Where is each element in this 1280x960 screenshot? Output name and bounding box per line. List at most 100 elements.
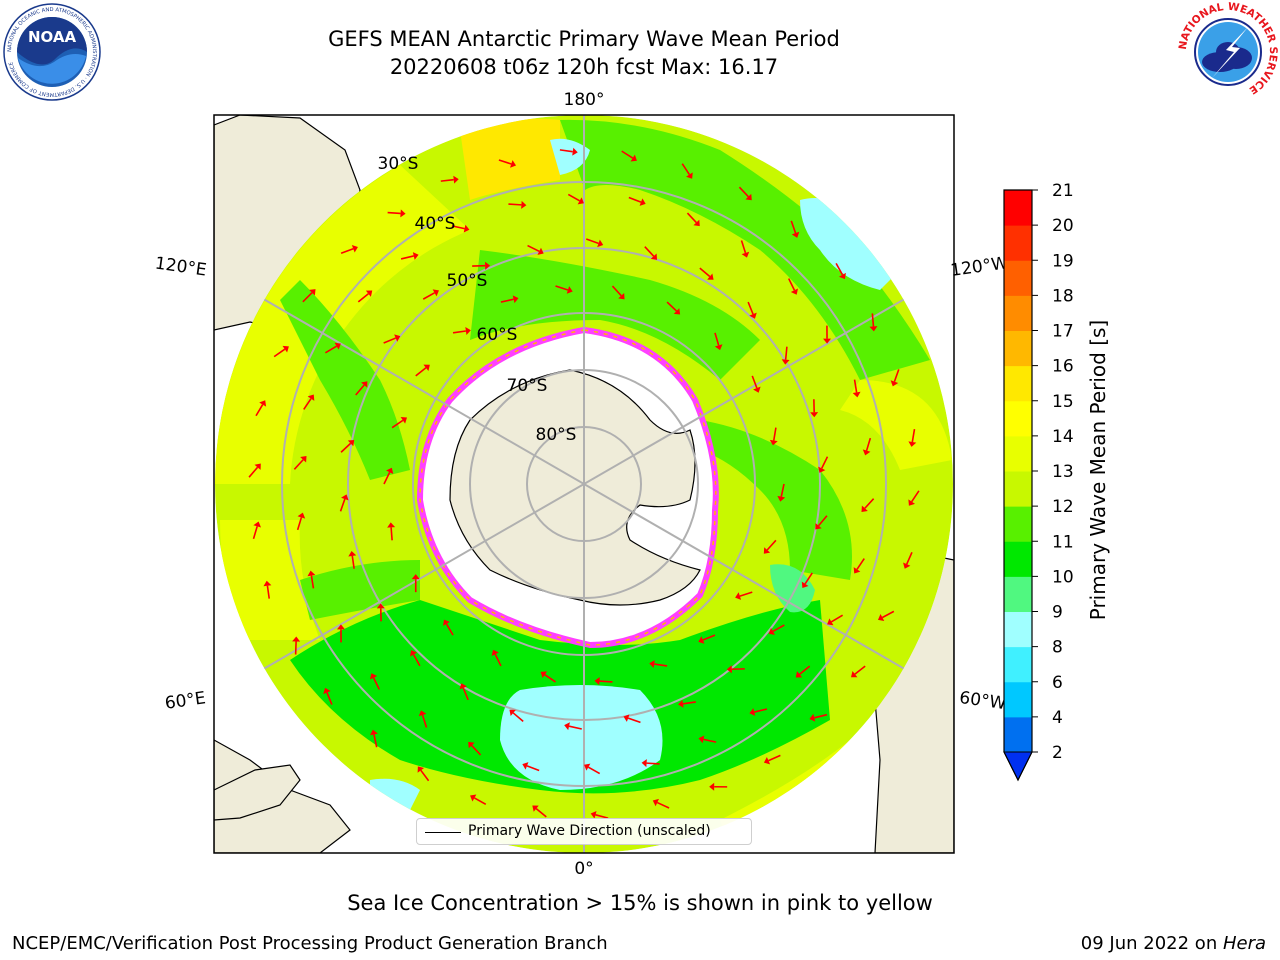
colorbar-segment xyxy=(1004,260,1032,296)
wave-arrow-shaft xyxy=(412,654,421,667)
wave-arrow-shaft xyxy=(814,713,828,719)
wave-arrow-shaft xyxy=(714,332,720,346)
wave-arrow-head xyxy=(351,244,358,253)
colorbar-segment xyxy=(1004,646,1032,683)
wave-arrow-shaft xyxy=(387,211,401,215)
colorbar-segment xyxy=(1004,225,1032,261)
wave-arrow-head xyxy=(749,312,757,319)
wave-arrow-head xyxy=(512,295,519,304)
colorbar-tick-label: 12 xyxy=(1052,497,1074,517)
wave-arrow-head xyxy=(618,292,625,300)
lon-label-60w: 60°W xyxy=(958,688,1007,714)
graticule xyxy=(215,115,953,853)
lat-label-60s: 60°S xyxy=(477,325,518,345)
wave-arrow-head xyxy=(443,619,450,626)
wave-arrow-head xyxy=(815,523,822,530)
wave-arrow-head xyxy=(763,547,771,554)
wave-arrow-head xyxy=(877,613,885,622)
wave-arrow-shaft xyxy=(383,337,396,344)
wave-arrow-head xyxy=(370,729,378,736)
svg-text:NOAA: NOAA xyxy=(28,28,77,46)
wave-arrow-shaft xyxy=(644,246,655,257)
wave-arrow-shaft xyxy=(871,313,875,327)
wave-arrow-head xyxy=(463,224,470,233)
colorbar-tick-label: 13 xyxy=(1052,462,1074,482)
wave-arrow-shaft xyxy=(787,278,796,291)
wave-arrow-head xyxy=(369,673,378,680)
wave-arrow-head xyxy=(253,521,262,528)
wave-arrow-head xyxy=(862,449,871,456)
antarctica-landmass xyxy=(449,369,701,606)
wave-arrow-head xyxy=(572,147,578,156)
wave-arrow-head xyxy=(394,334,401,342)
wave-arrow-head xyxy=(908,441,917,447)
colorbar-tick-label: 2 xyxy=(1052,743,1063,763)
wave-arrow-shaft xyxy=(415,367,427,377)
wave-arrow-shaft xyxy=(817,515,828,527)
wave-arrow-shaft xyxy=(911,490,920,503)
colorbar-segment xyxy=(1004,541,1032,577)
lon-label-180: 180° xyxy=(564,90,605,110)
colorbar: 2 4 6 8 9 10 11 12 13 14 15 16 17 18 19 20 21 xyxy=(1003,181,1074,782)
wave-arrow-head xyxy=(791,231,800,238)
wave-arrow-head xyxy=(491,649,499,656)
wave-arrow-shaft xyxy=(555,285,569,291)
wave-arrow-head xyxy=(749,708,756,716)
colorbar-tick-label: 15 xyxy=(1052,392,1074,412)
colorbar-tick-label: 20 xyxy=(1052,216,1074,236)
wave-arrow-shaft xyxy=(421,714,428,728)
run-date-credit: 09 Jun 2022 on Hera xyxy=(1081,933,1266,954)
wave-arrow-shaft xyxy=(865,437,872,451)
wave-arrow-shaft xyxy=(293,459,304,470)
wave-arrow-head xyxy=(698,735,705,744)
wave-arrow-shaft xyxy=(471,744,482,756)
wave-arrow-shaft xyxy=(747,301,754,315)
wave-arrow-head xyxy=(650,253,658,260)
wave-arrow-shaft xyxy=(599,680,613,683)
wave-arrow-head xyxy=(753,386,761,393)
colorbar-segment xyxy=(1004,330,1032,367)
wave-arrow-shaft xyxy=(628,196,642,203)
legend-label: Primary Wave Direction (unscaled) xyxy=(468,823,711,839)
wave-arrow-shaft xyxy=(324,345,337,354)
wave-arrow-head xyxy=(707,273,714,280)
colorbar-tick-label: 21 xyxy=(1052,181,1074,201)
wave-arrow-head xyxy=(540,671,547,679)
wave-arrow-shaft xyxy=(296,517,303,531)
colorbar-segment xyxy=(1004,471,1032,507)
colorbar-segment xyxy=(1004,681,1032,718)
wave-arrow-head xyxy=(510,160,517,168)
colorbar-segment xyxy=(1004,190,1032,226)
wave-arrow-shaft xyxy=(656,801,670,809)
wave-arrow-shaft xyxy=(740,240,747,254)
wave-arrow-head xyxy=(649,660,655,669)
run-date: 09 Jun 2022 on xyxy=(1080,933,1223,954)
wave-arrow-head xyxy=(411,574,420,580)
wave-arrow-head xyxy=(709,782,715,791)
wave-arrow-shaft xyxy=(751,375,758,389)
wave-arrow-shaft xyxy=(853,379,858,393)
lat-label-80s: 80°S xyxy=(536,425,577,445)
wave-arrow-head xyxy=(334,342,341,350)
run-host: Hera xyxy=(1222,933,1266,954)
wave-arrow-shaft xyxy=(686,212,697,224)
wave-arrow-head xyxy=(763,756,771,765)
wave-arrow-shaft xyxy=(790,220,797,234)
lat-label-70s: 70°S xyxy=(507,376,548,396)
wave-arrow-shaft xyxy=(400,255,414,260)
wave-arrow-shaft xyxy=(512,712,524,722)
wave-arrow-head xyxy=(376,603,385,609)
wave-arrow-shaft xyxy=(611,285,622,297)
colorbar-extend-triangle xyxy=(1003,751,1033,782)
wave-arrow-shaft xyxy=(682,701,696,705)
wave-arrow-head xyxy=(259,400,267,407)
wave-arrow-shaft xyxy=(646,762,660,765)
wave-arrow-shaft xyxy=(699,267,711,278)
colorbar-segment xyxy=(1004,400,1032,437)
colorbar-segment xyxy=(1004,576,1032,612)
wave-arrow-head xyxy=(639,198,646,206)
wave-arrow-shaft xyxy=(390,527,393,541)
wave-arrow-shaft xyxy=(738,186,749,198)
wave-arrow-shaft xyxy=(273,348,286,358)
wave-arrow-shaft xyxy=(339,498,346,512)
